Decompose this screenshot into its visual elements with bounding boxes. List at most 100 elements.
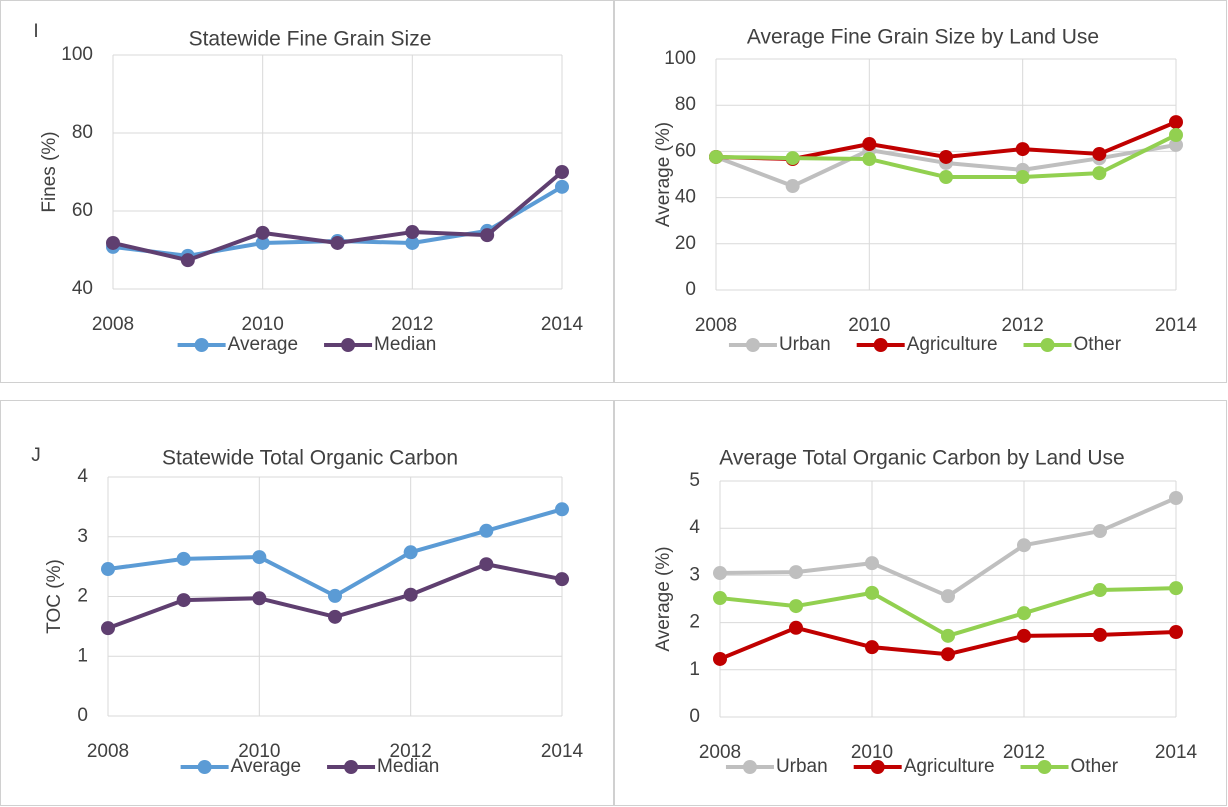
legend-label: Urban xyxy=(779,334,831,355)
data-point xyxy=(252,550,267,565)
panel-label: J xyxy=(31,445,41,466)
data-point xyxy=(1017,538,1031,553)
y-axis-title: Average (%) xyxy=(653,122,674,227)
legend-item: Median xyxy=(324,334,436,355)
legend-item: Median xyxy=(327,756,439,777)
data-point xyxy=(555,572,569,587)
data-point xyxy=(328,588,342,603)
data-point xyxy=(1017,628,1031,643)
data-point xyxy=(865,640,879,655)
x-tick-label: 2014 xyxy=(541,314,584,335)
data-point xyxy=(709,149,723,164)
y-tick-label: 4 xyxy=(77,466,88,487)
data-point xyxy=(1169,137,1183,152)
x-tick-label: 2012 xyxy=(390,741,432,762)
y-tick-label: 2 xyxy=(77,586,88,607)
x-tick-label: 2008 xyxy=(699,742,741,763)
y-axis-title: Average (%) xyxy=(653,546,674,651)
data-point xyxy=(405,235,420,250)
y-tick-label: 80 xyxy=(72,122,93,143)
data-point xyxy=(328,609,342,624)
y-tick-label: 100 xyxy=(61,44,93,65)
legend-label: Other xyxy=(1071,756,1119,777)
x-tick-label: 2014 xyxy=(1155,315,1198,336)
data-point xyxy=(713,651,727,666)
legend-marker xyxy=(341,338,356,352)
legend: Urban Agriculture Other xyxy=(728,334,1122,355)
y-tick-label: 1 xyxy=(689,659,700,680)
legend-item: Average xyxy=(177,334,298,355)
legend-label: Median xyxy=(374,334,436,355)
data-point xyxy=(106,235,120,250)
legend-item: Other xyxy=(1020,756,1119,777)
legend-marker xyxy=(194,338,209,352)
data-point xyxy=(865,585,879,600)
y-axis-title: Fines (%) xyxy=(39,131,60,212)
legend: Average Median xyxy=(177,334,436,355)
y-tick-label: 5 xyxy=(689,470,700,491)
x-tick-label: 2014 xyxy=(1155,742,1198,763)
data-point xyxy=(1169,115,1183,130)
legend-label: Average xyxy=(228,334,298,355)
y-tick-label: 2 xyxy=(689,612,700,633)
y-tick-label: 80 xyxy=(675,94,696,115)
y-tick-label: 40 xyxy=(72,278,93,299)
y-tick-label: 3 xyxy=(77,526,88,547)
data-point xyxy=(1093,627,1107,642)
data-point xyxy=(1015,170,1030,185)
data-point xyxy=(480,228,495,243)
legend-label: Urban xyxy=(776,756,828,777)
legend-item: Average xyxy=(180,756,301,777)
data-point xyxy=(785,179,800,194)
data-point xyxy=(1092,146,1107,161)
panel-frame xyxy=(614,0,1227,383)
data-point xyxy=(479,557,494,572)
x-tick-label: 2012 xyxy=(391,314,433,335)
panel-frame xyxy=(0,400,614,806)
series-line xyxy=(107,507,563,598)
data-point xyxy=(789,599,803,614)
data-point xyxy=(939,170,953,185)
x-tick-label: 2012 xyxy=(1002,315,1044,336)
x-tick-label: 2010 xyxy=(851,742,893,763)
x-tick-label: 2008 xyxy=(87,741,129,762)
x-tick-label: 2014 xyxy=(541,741,584,762)
legend-marker xyxy=(344,760,359,774)
data-point xyxy=(101,621,115,636)
data-point xyxy=(941,647,955,662)
data-point xyxy=(479,523,494,538)
legend-item: Agriculture xyxy=(856,334,998,355)
data-point xyxy=(941,589,955,604)
data-point xyxy=(865,556,879,571)
data-point xyxy=(176,551,191,566)
data-point xyxy=(176,593,191,608)
legend-item: Agriculture xyxy=(853,756,995,777)
data-point xyxy=(862,137,877,152)
y-tick-label: 20 xyxy=(675,233,696,254)
data-point xyxy=(1169,127,1183,142)
data-point xyxy=(713,566,727,581)
legend-marker xyxy=(870,760,885,774)
y-tick-label: 100 xyxy=(664,48,696,69)
legend-label: Median xyxy=(377,756,439,777)
y-tick-label: 3 xyxy=(689,564,700,585)
data-point xyxy=(1169,581,1183,596)
legend-marker xyxy=(745,338,760,352)
data-point xyxy=(1017,606,1031,621)
y-tick-label: 60 xyxy=(675,140,696,161)
chart-title: Statewide Fine Grain Size xyxy=(189,28,432,51)
data-point xyxy=(1169,490,1183,505)
y-tick-label: 60 xyxy=(72,200,93,221)
panel-label: I xyxy=(33,21,38,42)
legend-marker xyxy=(197,760,212,774)
data-point xyxy=(1169,625,1183,640)
chart-title: Average Fine Grain Size by Land Use xyxy=(747,26,1099,49)
legend-label: Other xyxy=(1074,334,1122,355)
data-point xyxy=(555,165,569,179)
y-tick-label: 4 xyxy=(689,517,700,538)
x-tick-label: 2008 xyxy=(92,314,134,335)
data-point xyxy=(1015,142,1030,157)
data-point xyxy=(941,628,955,643)
legend: Average Median xyxy=(180,756,439,777)
